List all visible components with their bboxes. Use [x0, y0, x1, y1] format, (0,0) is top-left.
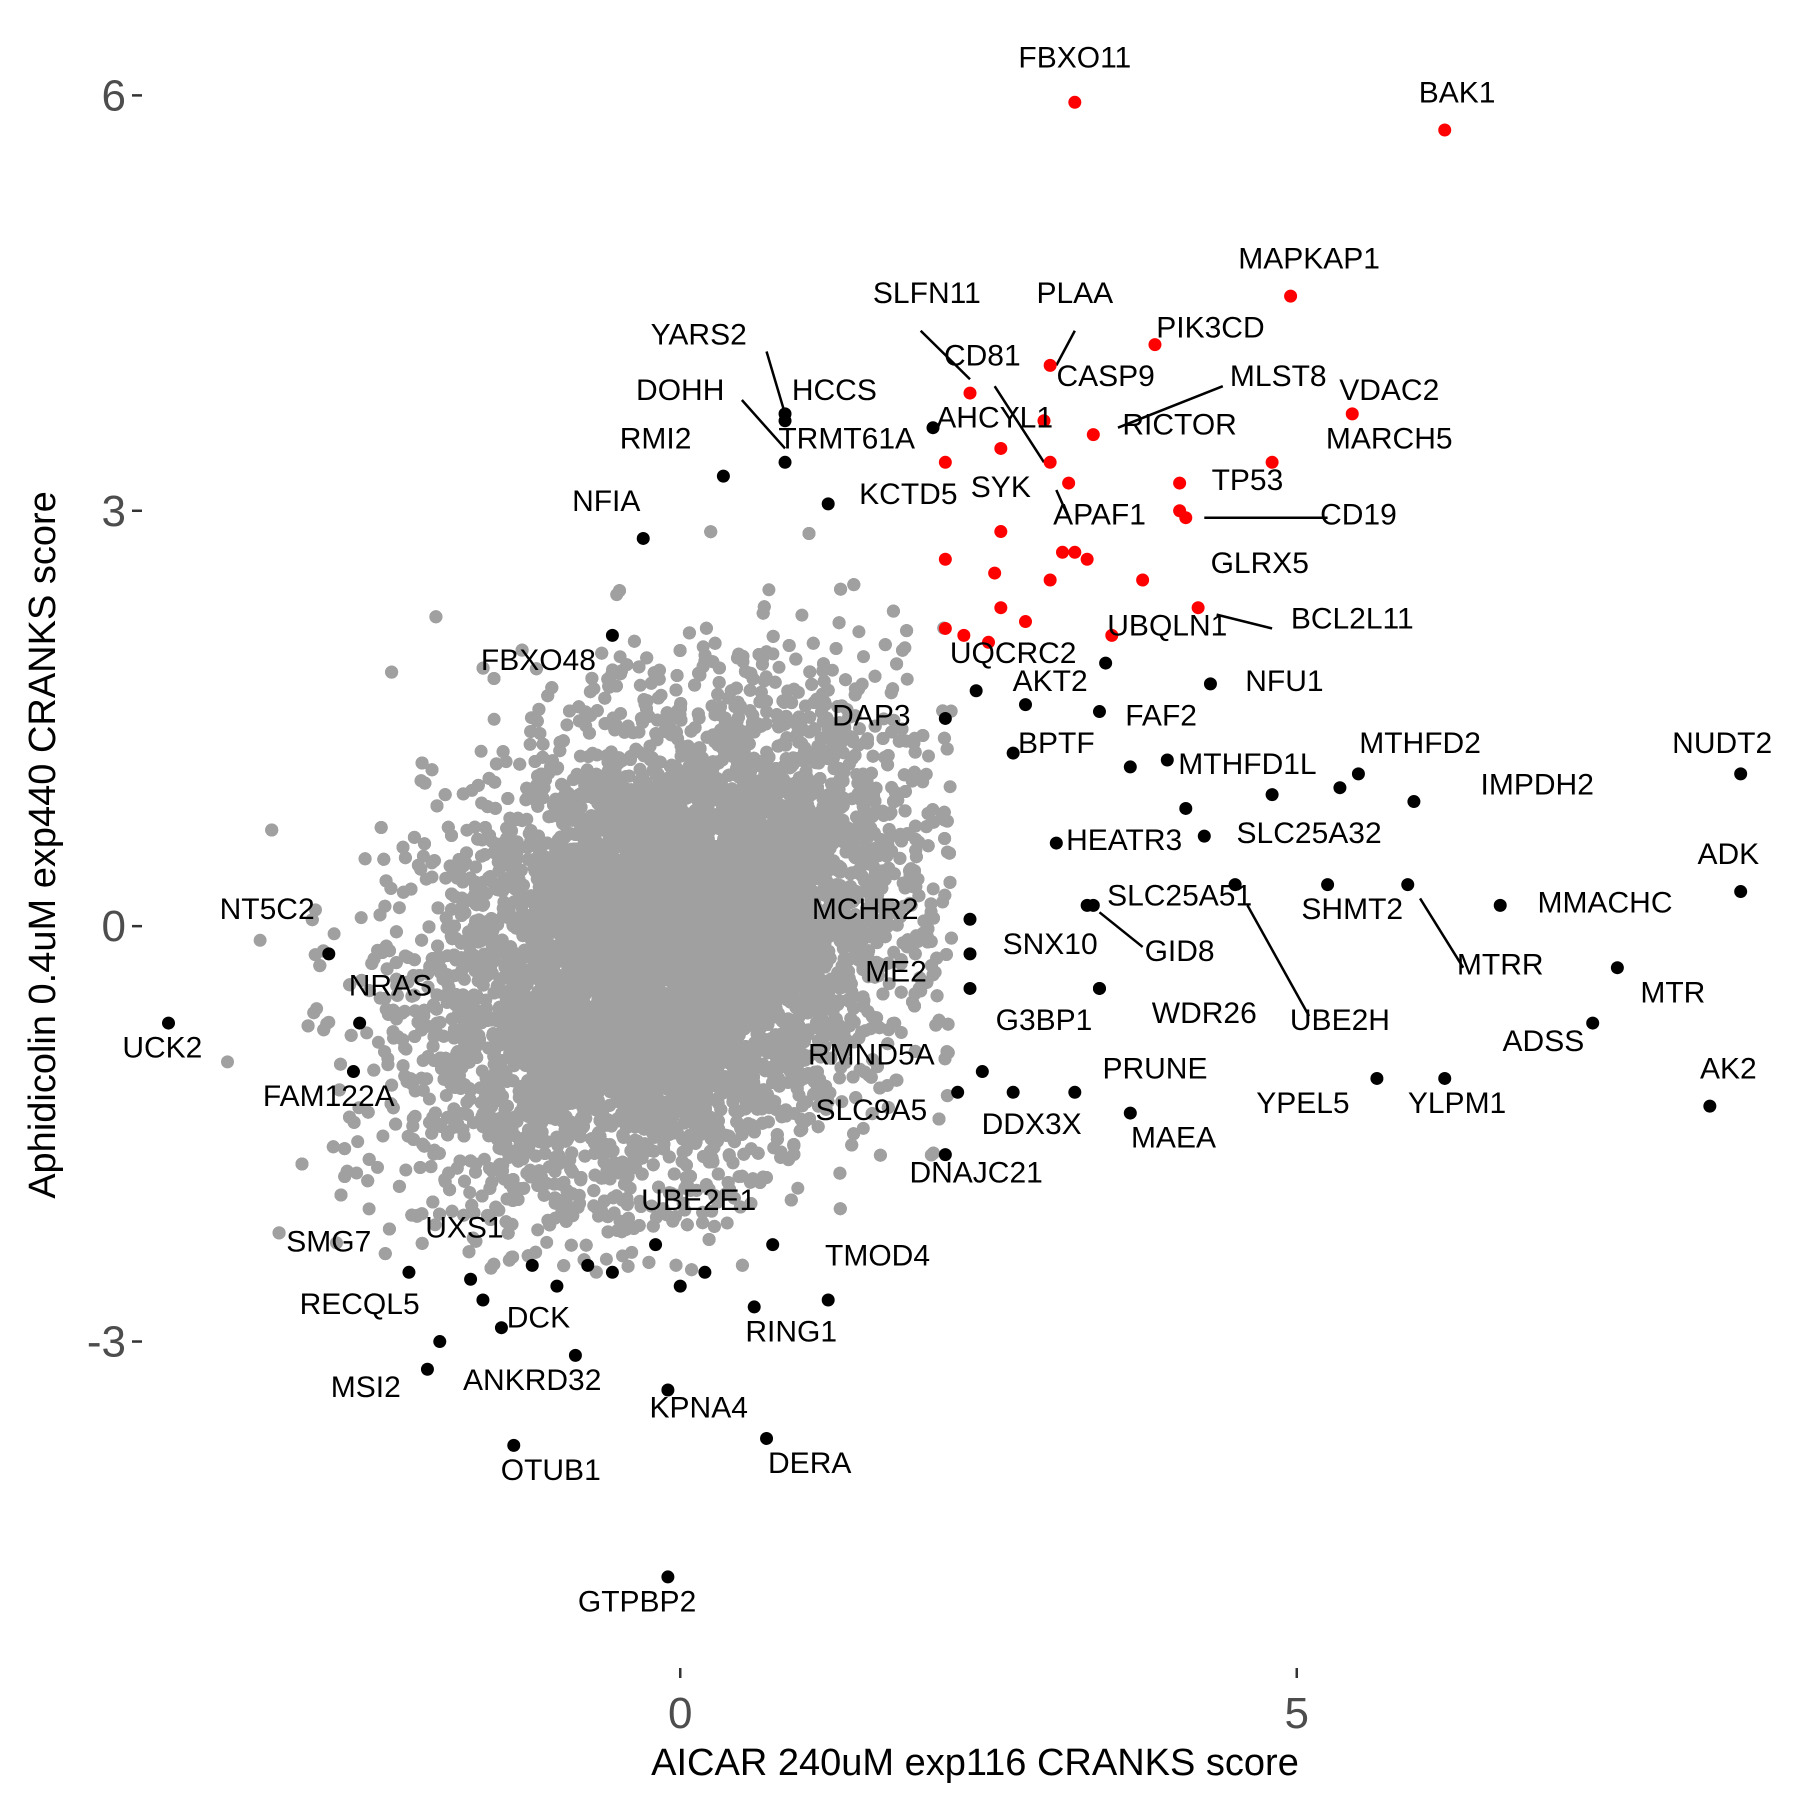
background-point [327, 927, 341, 941]
background-point [894, 1026, 908, 1039]
background-point [616, 1249, 629, 1263]
background-point [531, 1223, 545, 1237]
background-point [762, 583, 776, 597]
background-point [852, 625, 866, 639]
background-point [487, 712, 501, 726]
background-point [354, 911, 368, 925]
background-point [392, 901, 406, 915]
background-point [474, 744, 488, 758]
background-point [922, 749, 935, 763]
background-point [330, 1236, 343, 1250]
background-point [760, 705, 774, 719]
background-point [523, 737, 537, 751]
background-point [772, 660, 786, 674]
background-point [399, 1163, 413, 1177]
background-point [633, 678, 647, 692]
background-point [221, 1055, 234, 1069]
background-point [856, 1121, 870, 1135]
background-point [362, 1202, 376, 1216]
background-point [309, 903, 322, 917]
background-point [425, 870, 439, 884]
background-point [599, 1252, 613, 1266]
background-point [877, 712, 891, 726]
background-point [351, 1135, 365, 1149]
background-point [463, 1186, 477, 1199]
background-point [371, 1160, 384, 1174]
background-point [795, 608, 809, 622]
background-point [853, 722, 866, 736]
background-point [428, 1218, 442, 1232]
background-point [253, 933, 267, 947]
background-point [825, 663, 839, 677]
background-point [360, 1026, 374, 1040]
background-point [919, 767, 933, 781]
background-points [221, 525, 958, 1279]
background-point [560, 718, 574, 732]
background-point [926, 882, 940, 896]
background-point [499, 755, 513, 769]
background-point [590, 748, 604, 762]
background-point [376, 1129, 390, 1143]
background-point [540, 1235, 554, 1249]
background-point [857, 650, 870, 664]
background-point [833, 1071, 846, 1085]
background-point [943, 780, 957, 794]
background-point [720, 1216, 734, 1230]
background-point [835, 1095, 849, 1109]
background-point [900, 672, 914, 686]
background-point [439, 1089, 453, 1102]
background-point [676, 1196, 690, 1210]
background-point [791, 1181, 805, 1195]
background-point [371, 1035, 385, 1049]
background-point [882, 977, 896, 991]
